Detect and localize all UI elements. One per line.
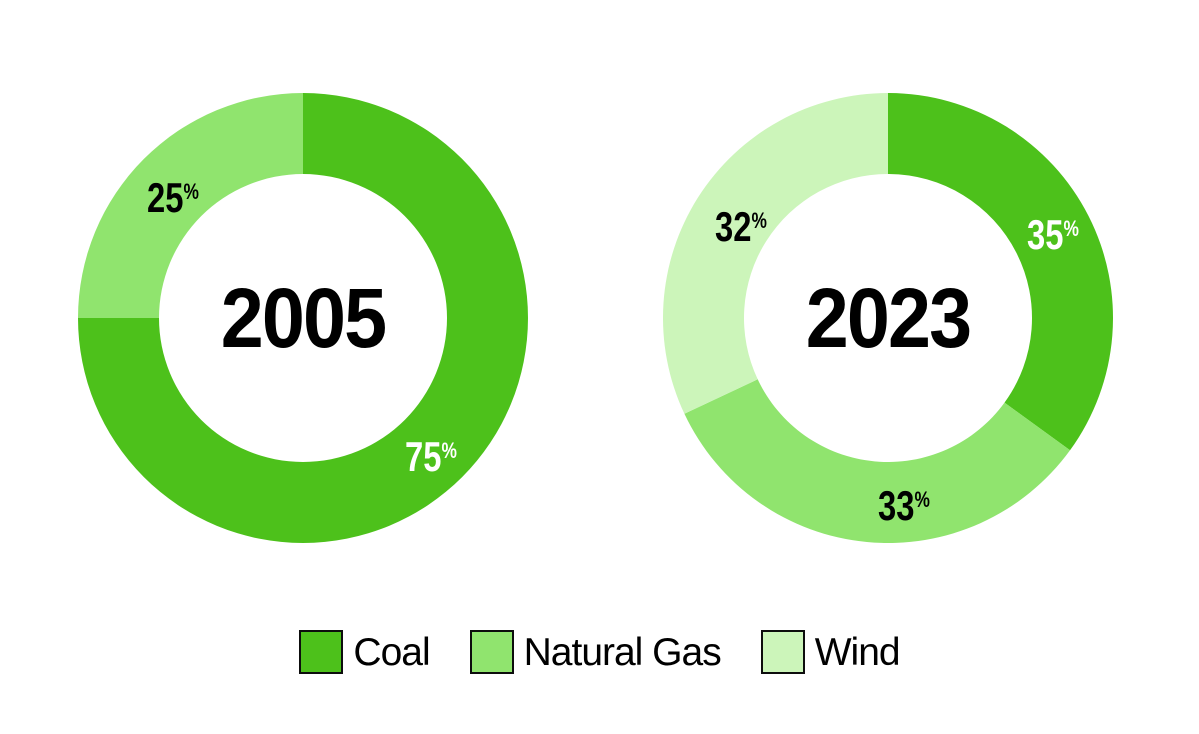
slice-coal (888, 93, 1113, 451)
slice-label-coal-2005: 75% (405, 436, 457, 478)
slice-value: 75 (405, 433, 442, 480)
donut-ring-2023 (663, 93, 1113, 543)
percent-sign: % (751, 208, 767, 233)
legend-label-wind: Wind (814, 630, 901, 674)
legend-item-coal: Coal (299, 630, 431, 674)
slice-value: 33 (878, 482, 915, 529)
legend-item-wind: Wind (760, 630, 901, 674)
percent-sign: % (441, 438, 457, 463)
slice-value: 35 (1027, 211, 1064, 258)
legend-swatch-coal (299, 630, 344, 674)
legend-item-natural-gas: Natural Gas (469, 630, 722, 674)
slice-label-wind-2023: 32% (715, 206, 767, 248)
donut-center-year-2005: 2005 (220, 271, 387, 365)
slice-label-natural-gas-2023: 33% (878, 485, 930, 527)
percent-sign: % (183, 179, 199, 204)
slice-value: 25 (147, 174, 184, 221)
slice-wind (663, 93, 888, 414)
legend-label-natural-gas: Natural Gas (523, 630, 722, 674)
legend: Coal Natural Gas Wind (0, 630, 1199, 674)
percent-sign: % (1063, 216, 1079, 241)
slice-natural-gas (684, 379, 1071, 543)
donut-center-year-2023: 2023 (805, 271, 972, 365)
legend-label-coal: Coal (353, 630, 430, 674)
slice-natural-gas (78, 93, 303, 318)
percent-sign: % (914, 487, 930, 512)
slice-label-coal-2023: 35% (1027, 214, 1079, 256)
donut-chart-2005: 2005 (78, 93, 528, 543)
donut-ring-2005 (78, 93, 528, 543)
donut-chart-2023: 2023 (663, 93, 1113, 543)
legend-swatch-natural-gas (469, 630, 514, 674)
legend-swatch-wind (760, 630, 805, 674)
slice-value: 32 (715, 203, 752, 250)
slice-label-natural-gas-2005: 25% (147, 177, 199, 219)
slice-coal (78, 93, 528, 543)
